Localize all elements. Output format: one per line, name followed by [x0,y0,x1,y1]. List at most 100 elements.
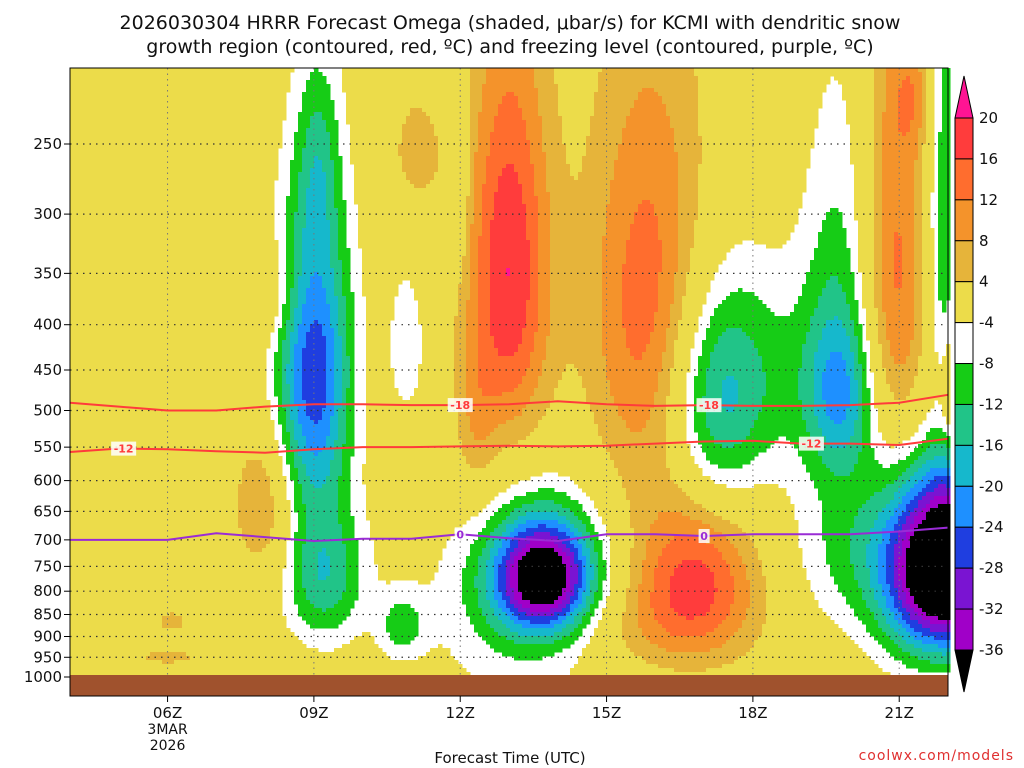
omega-cell [342,200,347,297]
omega-cell [918,468,923,481]
omega-cell [906,516,911,533]
omega-cell [682,516,687,537]
omega-cell [486,68,491,157]
omega-cell [938,456,943,469]
omega-cell [506,276,511,357]
omega-cell [922,628,927,637]
omega-cell [554,68,559,85]
omega-cell [586,644,591,675]
omega-cell [690,68,695,249]
omega-cell [718,444,723,469]
omega-cell [642,88,647,201]
omega-cell [506,504,511,517]
colorbar-swatch [954,363,974,405]
omega-cell [894,464,899,481]
omega-cell [938,652,943,665]
omega-cell [754,68,759,245]
omega-cell [650,664,655,675]
omega-cell [786,68,791,241]
omega-cell [386,68,391,585]
omega-cell [730,488,735,525]
omega-cell [942,484,947,497]
omega-cell [694,520,699,537]
omega-cell [806,580,811,675]
omega-cell [714,516,719,533]
omega-cell [510,68,515,93]
omega-cell [554,388,559,473]
omega-cell [582,556,587,593]
omega-cell [602,560,607,581]
omega-cell [738,68,743,245]
omega-cell [306,448,311,477]
omega-cell [814,248,819,309]
omega-cell [534,88,539,197]
omega-cell [678,564,683,617]
omega-cell [558,640,563,653]
omega-cell [318,552,323,581]
omega-cell [314,156,319,273]
omega-cell [286,68,291,93]
omega-cell [718,552,723,625]
omega-cell [922,440,927,453]
omega-cell [522,440,527,481]
omega-cell [170,628,175,653]
omega-cell [746,652,751,675]
omega-cell [890,532,895,597]
omega-cell [594,68,599,93]
omega-cell [214,68,219,675]
omega-cell [586,532,591,549]
omega-cell [750,648,755,675]
omega-cell [578,588,583,605]
omega-cell [826,320,831,361]
omega-cell [694,68,699,77]
omega-cell [658,272,663,373]
omega-cell [414,612,419,637]
omega-cell [310,648,315,675]
omega-cell [738,488,743,529]
omega-cell [590,524,595,541]
omega-cell [674,340,679,485]
omega-cell [82,68,87,675]
omega-cell [538,420,543,477]
omega-cell [882,508,887,529]
omega-cell [826,280,831,321]
omega-cell [542,68,547,153]
omega-cell [146,656,151,661]
omega-cell [894,68,899,233]
omega-cell [494,116,499,193]
omega-cell [878,464,883,493]
omega-cell [774,484,779,675]
omega-cell [866,544,871,569]
omega-cell [306,288,311,333]
omega-cell [330,608,335,629]
omega-cell [586,612,591,625]
omega-cell [326,556,331,577]
omega-cell [610,460,615,675]
omega-cell [762,576,767,625]
omega-cell [562,552,567,565]
omega-cell [422,112,427,189]
omega-cell [170,652,175,665]
omega-cell [666,652,671,669]
omega-cell [394,388,399,581]
omega-cell [926,512,931,617]
omega-cell [70,68,75,675]
omega-cell [914,508,919,517]
omega-cell [522,532,527,541]
omega-cell [498,592,503,609]
omega-cell [302,304,307,349]
omega-cell [578,504,583,521]
omega-cell [314,320,319,425]
omega-cell [490,628,495,649]
omega-cell [238,528,243,675]
omega-cell [690,636,695,653]
omega-cell [282,476,287,569]
omega-cell [798,400,803,457]
omega-cell [914,620,919,633]
omega-cell [510,512,515,525]
omega-cell [842,448,847,477]
omega-cell [658,68,663,97]
omega-cell [318,72,323,113]
omega-cell [914,612,919,621]
omega-cell [790,68,795,233]
